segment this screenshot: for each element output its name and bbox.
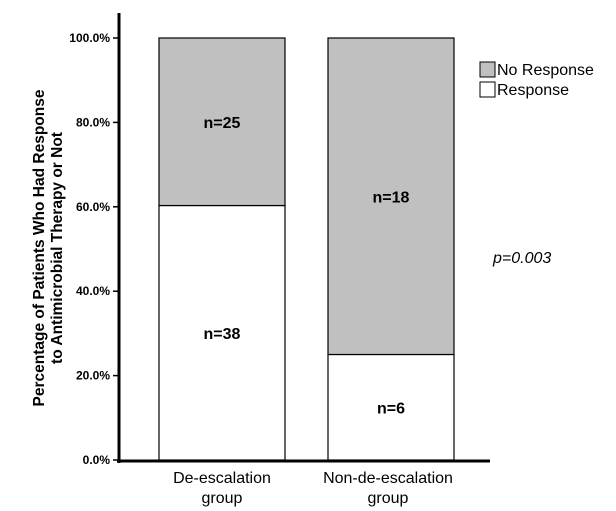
y-axis-title-line-2: to Antimicrobial Therapy or Not	[49, 132, 66, 364]
y-tick-label: 20.0%	[76, 369, 110, 383]
legend-swatch	[479, 61, 496, 78]
bar-count-label: n=25	[204, 115, 241, 132]
x-category-label: group	[368, 490, 409, 507]
x-category-label: group	[202, 490, 243, 507]
y-axis-ticks: 0.0% 20.0% 40.0% 60.0% 80.0% 100.0%	[69, 31, 119, 467]
p-value-annotation: p=0.003	[492, 250, 551, 267]
y-axis-title-line-1: Percentage of Patients Who Had Response	[31, 89, 48, 406]
bar-count-label: n=38	[204, 326, 241, 343]
y-tick-label: 80.0%	[76, 115, 110, 129]
bar-segment-no-response	[158, 37, 286, 207]
x-category-label: Non-de-escalation	[323, 470, 453, 487]
y-tick-label: 40.0%	[76, 284, 110, 298]
y-axis-title: Percentage of Patients Who Had Response …	[31, 89, 66, 406]
y-tick-label: 100.0%	[69, 31, 110, 45]
y-tick-label: 60.0%	[76, 200, 110, 214]
bar-count-label: n=18	[373, 189, 410, 206]
bars: n=38 n=25 n=6 n=18	[158, 37, 455, 461]
legend-label: Response	[497, 82, 569, 99]
x-axis-categories: De-escalation group Non-de-escalation group	[173, 470, 453, 507]
x-category-label: De-escalation	[173, 470, 271, 487]
legend: No Response Response	[479, 61, 594, 99]
y-tick-label: 0.0%	[83, 453, 111, 467]
bar-count-label: n=6	[377, 400, 405, 417]
bar-segment-no-response	[327, 37, 455, 356]
legend-swatch	[479, 81, 496, 98]
bar-segment-response	[158, 204, 286, 461]
legend-label: No Response	[497, 62, 594, 79]
